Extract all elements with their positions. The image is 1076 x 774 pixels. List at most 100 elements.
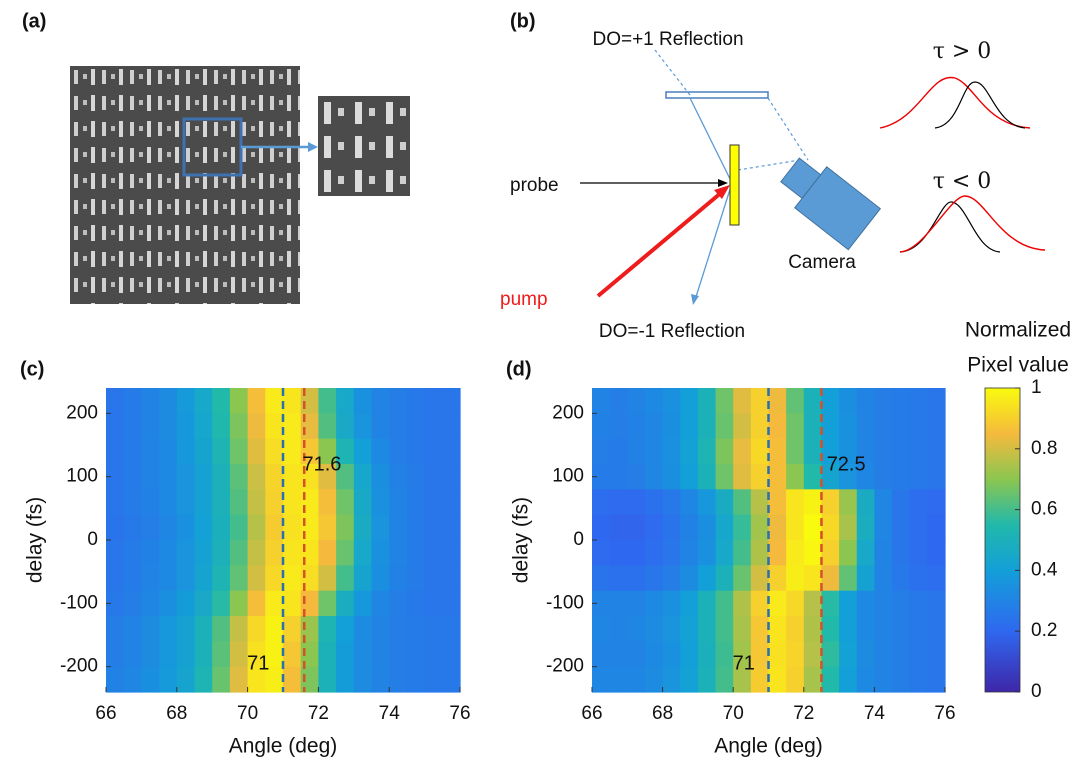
heatmap-cell	[857, 515, 875, 541]
heatmap-cell	[769, 667, 787, 693]
heatmap-cell	[645, 641, 663, 667]
heatmap-cell	[769, 540, 787, 566]
heatmap-cell	[159, 641, 177, 667]
heatmap-cell	[698, 641, 716, 667]
heatmap-cell	[733, 616, 751, 642]
heatmap-cell	[407, 641, 425, 667]
heatmap-cell	[336, 667, 354, 693]
heatmap-cell	[927, 667, 945, 693]
heatmap-cell	[910, 413, 928, 439]
heatmap-cell	[318, 388, 336, 414]
heatmap-cell	[354, 515, 372, 541]
heatmap-cell	[592, 489, 610, 515]
heatmap-cell	[318, 591, 336, 617]
heatmap-cell	[680, 413, 698, 439]
heatmap-cell	[663, 439, 681, 465]
heatmap-cell	[927, 565, 945, 591]
heatmap-cell	[389, 439, 407, 465]
heatmap-cell	[265, 565, 283, 591]
heatmap-cell	[627, 540, 645, 566]
heatmap-cell	[786, 667, 804, 693]
heatmap-cell	[751, 591, 769, 617]
heatmap-cell	[804, 616, 822, 642]
heatmap-cell	[910, 489, 928, 515]
heatmap-cell	[663, 388, 681, 414]
heatmap-cell	[751, 515, 769, 541]
heatmap-cell	[336, 489, 354, 515]
heatmap-cell	[372, 591, 390, 617]
heatmap-cell	[592, 540, 610, 566]
heatmap-cell	[627, 667, 645, 693]
heatmap-cell	[680, 641, 698, 667]
heatmap-cell	[751, 565, 769, 591]
x-tick-label: 76	[934, 703, 955, 724]
heatmap-cell	[212, 413, 230, 439]
heatmap-cell	[230, 489, 248, 515]
heatmap-cell	[910, 464, 928, 490]
heatmap-cell	[927, 464, 945, 490]
heatmap-cell	[680, 540, 698, 566]
heatmap-cell	[265, 464, 283, 490]
heatmap-cell	[663, 616, 681, 642]
heatmap-cell	[663, 413, 681, 439]
heatmap-cell	[610, 540, 628, 566]
heatmap-cell	[874, 515, 892, 541]
panel-label: (c)	[20, 358, 44, 380]
heatmap-cell	[751, 413, 769, 439]
heatmap-cell	[177, 667, 195, 693]
heatmap-cell	[106, 641, 124, 667]
heatmap-cell	[627, 388, 645, 414]
annotation: 71	[247, 652, 269, 674]
heatmap-cell	[124, 439, 142, 465]
panel-label: (b)	[510, 10, 536, 32]
heatmap-cell	[910, 616, 928, 642]
heatmap-cell	[283, 413, 301, 439]
y-tick-label: 100	[552, 466, 584, 487]
heatmap-cell	[892, 591, 910, 617]
heatmap-cell	[769, 489, 787, 515]
heatmap-cell	[336, 616, 354, 642]
heatmap-cell	[751, 439, 769, 465]
heatmap-cell	[124, 616, 142, 642]
heatmap-cell	[354, 641, 372, 667]
heatmap-cell	[857, 641, 875, 667]
heatmap-cell	[159, 591, 177, 617]
heatmap-cell	[592, 616, 610, 642]
heatmap-cell	[318, 489, 336, 515]
heatmap-cell	[177, 591, 195, 617]
heatmap-cell	[425, 489, 443, 515]
heatmap-cell	[751, 540, 769, 566]
heatmap-cell	[874, 616, 892, 642]
heatmap-cell	[195, 413, 213, 439]
heatmap-cell	[141, 616, 159, 642]
heatmap-cell	[804, 641, 822, 667]
heatmap-cell	[857, 388, 875, 414]
heatmap-cell	[141, 489, 159, 515]
heatmap-cell	[442, 439, 460, 465]
heatmap-cell	[910, 591, 928, 617]
heatmap-cell	[663, 540, 681, 566]
heatmap-cell	[212, 565, 230, 591]
heatmap-cell	[372, 413, 390, 439]
heatmap-cell	[716, 540, 734, 566]
heatmap-cell	[716, 565, 734, 591]
heatmap-cell	[733, 439, 751, 465]
heatmap-cell	[610, 591, 628, 617]
heatmap-cell	[248, 388, 266, 414]
heatmap-cell	[248, 540, 266, 566]
heatmap-cell	[804, 667, 822, 693]
heatmap-cell	[839, 515, 857, 541]
heatmap-cell	[645, 616, 663, 642]
heatmap-cell	[821, 667, 839, 693]
heatmap-cell	[354, 540, 372, 566]
heatmap-cell	[857, 565, 875, 591]
heatmap-cell	[627, 616, 645, 642]
heatmap-cell	[425, 388, 443, 414]
heatmap-cell	[354, 667, 372, 693]
heatmap-cell	[680, 489, 698, 515]
heatmap-cell	[857, 540, 875, 566]
sem-image	[70, 66, 410, 304]
heatmap-cell	[372, 388, 390, 414]
diagram-label: τ < 0	[933, 169, 992, 194]
heatmap-cell	[442, 616, 460, 642]
